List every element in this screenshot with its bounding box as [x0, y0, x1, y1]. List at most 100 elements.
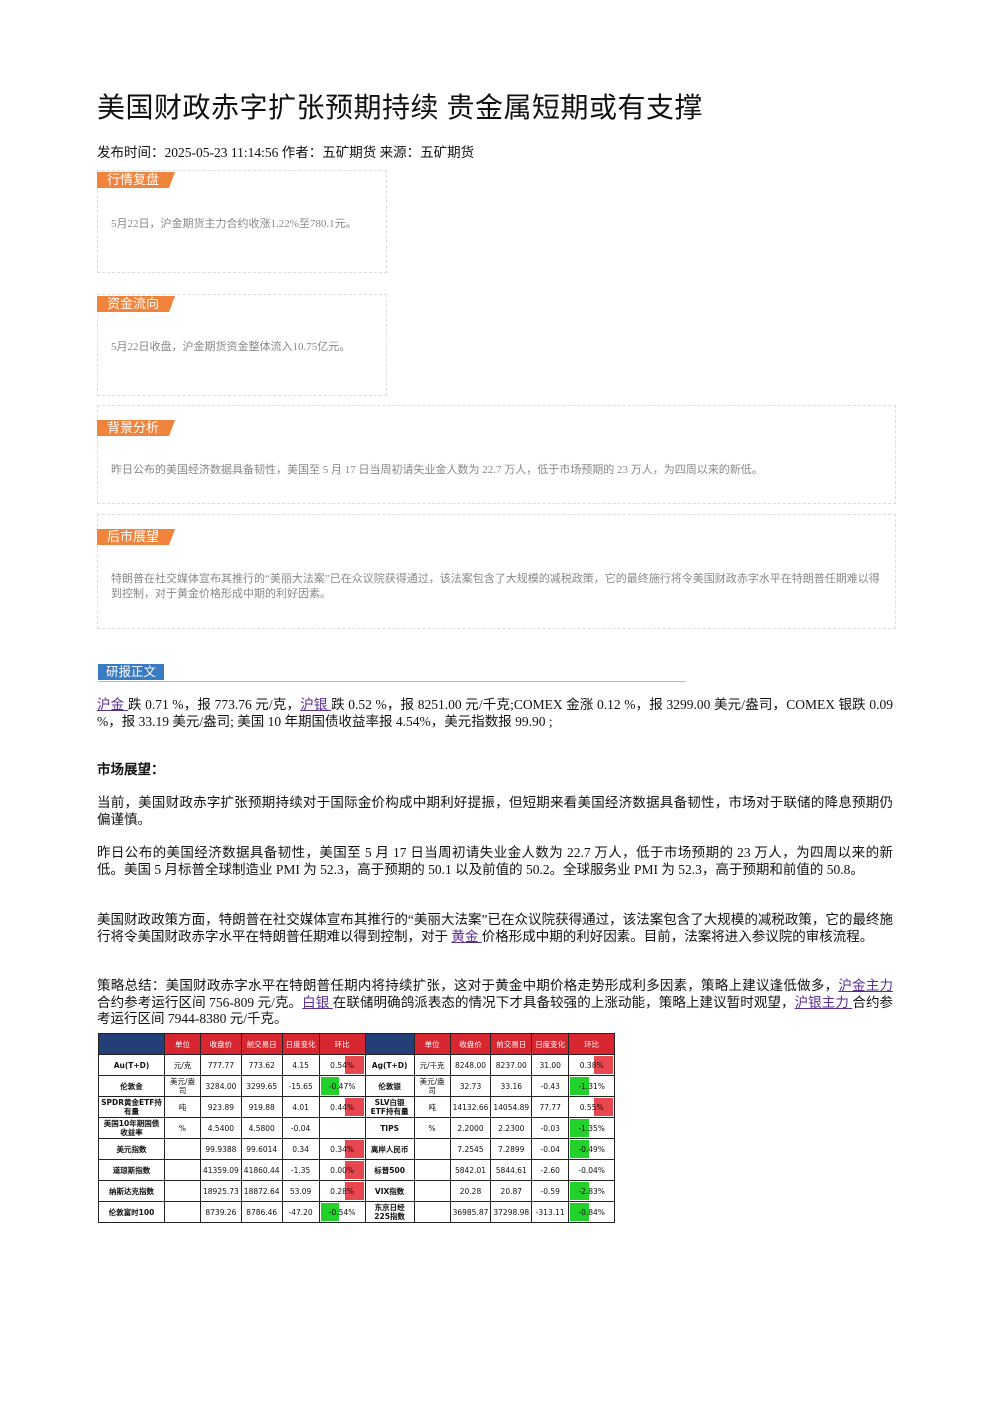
header-cell: 环比 [568, 1033, 616, 1055]
change-bar [594, 1056, 614, 1074]
header-cell: 单位 [413, 1033, 451, 1055]
table-cell: 3284.00 [200, 1075, 242, 1097]
change-bar [320, 1077, 340, 1095]
table-cell: Au(T+D) [98, 1054, 165, 1076]
table-cell: 37298.98 [490, 1201, 533, 1223]
link[interactable]: 白银 [302, 994, 333, 1010]
paragraph: 策略总结：美国财政赤字水平在特朗普任期内将持续扩张，这对于黄金中期价格走势形成利… [97, 978, 893, 1028]
table-cell: 919.88 [240, 1096, 283, 1118]
table-cell: 伦敦金 [98, 1075, 165, 1097]
change-bar [570, 1119, 590, 1137]
link[interactable]: 沪金主力 [838, 978, 894, 993]
paragraph: 昨日公布的美国经济数据具备韧性，美国至 5 月 17 日当周初请失业金人数为 2… [97, 845, 893, 878]
table-cell: % [413, 1117, 451, 1139]
table-cell [164, 1201, 201, 1223]
section-box: 后市展望 特朗普在社交媒体宣布其推行的“美丽大法案”已在众议院获得通过，该法案包… [97, 514, 896, 629]
table-cell: -0.43 [531, 1075, 570, 1097]
table-cell: 923.89 [200, 1096, 242, 1118]
market-table: 单位 收盘价 前交易日 日度变化 环比 单位 收盘价 前交易日 日度变化 环比 Au(T+D) 元/克… [98, 1033, 616, 1223]
change-bar [570, 1203, 590, 1221]
table-cell: 0.55% [568, 1096, 616, 1118]
link[interactable]: 沪银 [300, 697, 332, 712]
table-cell: -313.11 [531, 1201, 570, 1223]
table-cell: 道琼斯指数 [98, 1159, 165, 1181]
table-cell: 777.77 [200, 1054, 242, 1076]
paragraph: 美国财政政策方面，特朗普在社交媒体宣布其推行的“美丽大法案”已在众议院获得通过，… [97, 912, 893, 945]
table-row: 道琼斯指数 41359.09 41860.44 -1.35 0.00% 标普500 5842… [98, 1159, 616, 1181]
table-cell: 美国10年期国债收益率 [98, 1117, 165, 1139]
change-bar [344, 1161, 364, 1179]
cell-text: 0.55% [579, 1102, 604, 1112]
table-cell [318, 1117, 366, 1139]
table-cell: 8786.46 [240, 1201, 283, 1223]
table-cell: -1.35% [568, 1117, 616, 1139]
cell-text: -1.31% [578, 1081, 605, 1091]
table-cell: 4.5800 [240, 1117, 283, 1139]
table-cell: -1.31% [568, 1075, 616, 1097]
text: 美国财政政策方面，特朗普在社交媒体宣布其推行的“美丽大法案”已在众议院获得通过，… [97, 912, 893, 944]
cell-text: -2.83% [578, 1186, 605, 1196]
section-text: 5月22日收盘，沪金期货资金整体流入10.75亿元。 [111, 341, 351, 353]
table-cell: 53.09 [281, 1180, 320, 1202]
change-bar [344, 1140, 364, 1158]
table-cell: -0.03 [531, 1117, 570, 1139]
cell-text: -0.54% [328, 1207, 356, 1217]
link[interactable]: 沪金 [97, 697, 128, 712]
table-cell: 8248.00 [449, 1054, 492, 1076]
table-cell: 0.00% [318, 1159, 366, 1181]
table-cell: % [164, 1117, 201, 1139]
table-cell [164, 1159, 201, 1181]
table-cell: 773.62 [240, 1054, 283, 1076]
table-cell [164, 1138, 201, 1160]
table-row: Au(T+D) 元/克 777.77 773.62 4.15 0.54% Ag(T+D) 元/… [98, 1054, 616, 1076]
table-cell: 8739.26 [200, 1201, 242, 1223]
table-cell: 纳斯达克指数 [98, 1180, 165, 1202]
text: 合约参考运行区间 7944-8380 元/千克。 [97, 994, 894, 1027]
table-cell: 元/克 [164, 1054, 201, 1076]
table-cell: 4.5400 [200, 1117, 242, 1139]
table-cell [164, 1180, 201, 1202]
table-cell: 8237.00 [490, 1054, 533, 1076]
cell-text: -0.49% [578, 1144, 605, 1154]
title: 美国财政赤字扩张预期持续 贵金属短期或有支撑 [97, 93, 704, 124]
text: 在联储明确鸽派表态的情况下才具备较强的上涨动能，策略上建议暂时观望， [332, 994, 795, 1010]
table-cell: 0.44% [318, 1096, 366, 1118]
table-cell: 7.2545 [449, 1138, 492, 1160]
header-cell: 收盘价 [449, 1033, 492, 1055]
table-cell: 33.16 [490, 1075, 533, 1097]
table-cell [413, 1159, 451, 1181]
table-cell: 吨 [413, 1096, 451, 1118]
table-cell: VIX指数 [364, 1180, 415, 1202]
table-cell: 离岸人民币 [364, 1138, 415, 1160]
text: 市场展望： [97, 762, 165, 777]
link[interactable]: 沪银主力 [794, 994, 853, 1010]
section-box: 行情复盘 5月22日，沪金期货主力合约收涨1.22%至780.1元。 [97, 170, 387, 273]
change-bar [344, 1056, 364, 1074]
table-cell: 18925.73 [200, 1180, 242, 1202]
link[interactable]: 黄金 [451, 928, 482, 944]
cell-text: -0.47% [328, 1081, 356, 1091]
table-cell: 元/千克 [413, 1054, 451, 1076]
text: 昨日公布的美国经济数据具备韧性，美国至 5 月 17 日当周初请失业金人数为 2… [97, 845, 893, 877]
table-cell: 2.2300 [490, 1117, 533, 1139]
section-tag: 资金流向 [97, 296, 175, 312]
cell-text: 0.54% [330, 1060, 354, 1070]
text: 跌 0.52 %，报 8251.00 元/千克;COMEX 金涨 0.12 %，… [97, 697, 894, 729]
cell-text: -0.84% [578, 1207, 605, 1217]
table-cell: 4.15 [281, 1054, 320, 1076]
table-cell: -0.49% [568, 1138, 616, 1160]
table-cell: 0.34 [281, 1138, 320, 1160]
cell-text: -0.04% [578, 1165, 605, 1175]
section-tag: 背景分析 [97, 420, 175, 436]
table-cell: 3299.65 [240, 1075, 283, 1097]
header-cell: 前交易日 [490, 1033, 533, 1055]
table-cell: 伦敦银 [364, 1075, 415, 1097]
table-cell: 美元/盎司 [164, 1075, 201, 1097]
table-cell: 99.9388 [200, 1138, 242, 1160]
header-cell: 环比 [318, 1033, 366, 1055]
table-row: 伦敦富时100 8739.26 8786.46 -47.20 -0.54% 东京日经225… [98, 1201, 616, 1223]
table-cell: 14132.66 [449, 1096, 492, 1118]
table-cell: -0.04 [281, 1117, 320, 1139]
table-cell: -15.65 [281, 1075, 320, 1097]
table-cell: Ag(T+D) [364, 1054, 415, 1076]
